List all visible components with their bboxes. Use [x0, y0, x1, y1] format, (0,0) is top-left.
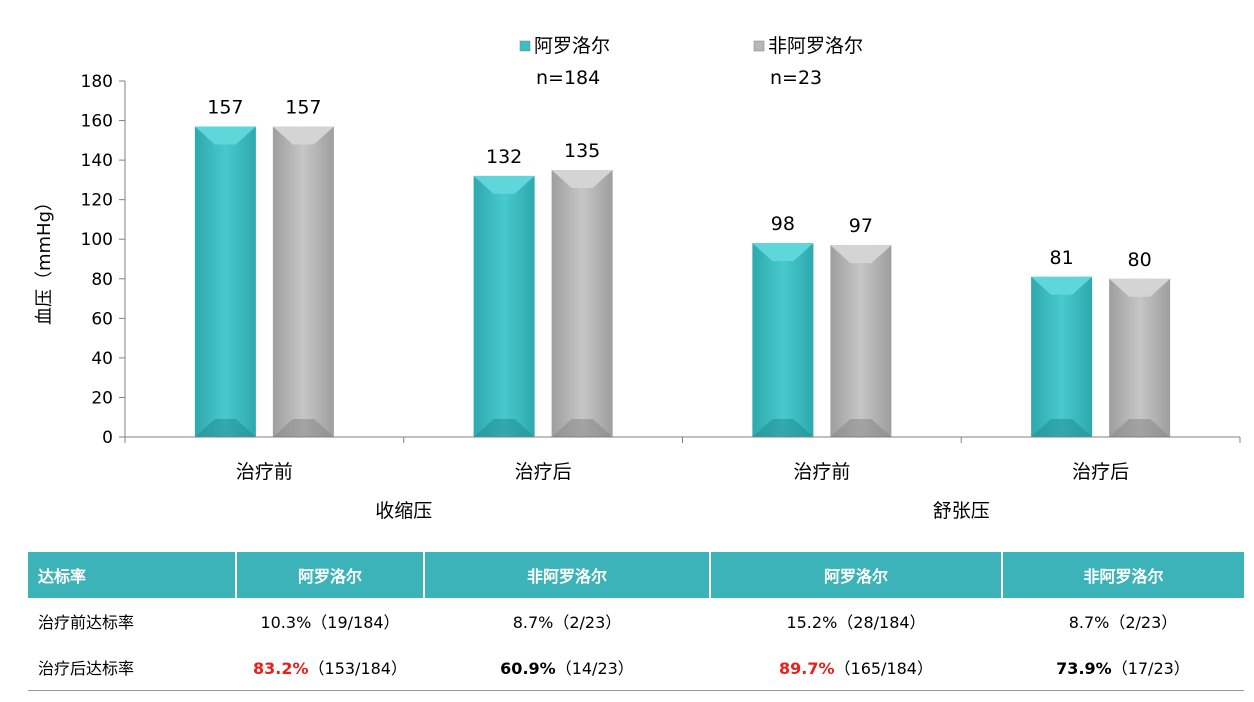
table-header-cell: 非阿罗洛尔: [423, 552, 710, 598]
bar-bottom-bevel: [194, 419, 256, 437]
cell-value: （153/184）: [308, 659, 407, 678]
data-label: 157: [207, 96, 243, 118]
bar-body: [830, 245, 892, 437]
bar-top-bevel: [1109, 278, 1171, 297]
y-tick-label: 20: [91, 388, 113, 408]
bar-body: [194, 126, 256, 437]
bar-body: [752, 243, 814, 437]
x-group-label: 舒张压: [933, 500, 990, 522]
bar: [1031, 276, 1093, 437]
y-tick-label: 100: [81, 230, 113, 250]
bar: [473, 175, 535, 437]
legend-swatch: [519, 40, 531, 52]
bar-top-bevel: [194, 126, 256, 145]
x-category-label: 治疗前: [236, 461, 293, 483]
bar-bottom-bevel: [473, 419, 535, 437]
bar-body: [272, 126, 334, 437]
cell-value: （14/23）: [555, 659, 634, 678]
data-label: 135: [564, 140, 600, 162]
data-label: 81: [1050, 247, 1074, 269]
table-cell: 15.2%（28/184）: [710, 598, 1002, 644]
legend: 阿罗洛尔 n=184 非阿罗洛尔 n=23: [519, 35, 863, 89]
data-label: 97: [849, 215, 873, 237]
bar-body: [473, 175, 535, 437]
y-tick-label: 120: [81, 191, 113, 211]
bar: [752, 243, 814, 437]
bar-top-bevel: [752, 243, 814, 262]
bar-bottom-bevel: [1031, 419, 1093, 437]
legend-label: 非阿罗洛尔: [768, 35, 863, 57]
bar-bottom-bevel: [830, 419, 892, 437]
cell-value: 8.7%（2/23）: [512, 613, 622, 632]
cell-value: 8.7%（2/23）: [1068, 613, 1178, 632]
bar-bottom-bevel: [272, 419, 334, 437]
table-header-row: 达标率 阿罗洛尔 非阿罗洛尔 阿罗洛尔 非阿罗洛尔: [28, 552, 1244, 598]
bar-top-bevel: [1031, 276, 1093, 295]
highlight-percent: 89.7%: [779, 659, 835, 678]
y-tick-label: 60: [91, 309, 113, 329]
y-axis: 0 20 40 60 80 100 120 140 160 180 血压（mmHg）: [34, 72, 126, 448]
bar-body: [1031, 276, 1093, 437]
bar-chart: 0 20 40 60 80 100 120 140 160 180 血压（mmHg） 157 132 9…: [34, 35, 1241, 522]
y-tick-label: 140: [81, 151, 113, 171]
bar-top-bevel: [551, 170, 613, 188]
legend-sublabel: n=184: [536, 67, 600, 89]
bar: [551, 170, 613, 437]
cell-value: （17/23）: [1111, 659, 1190, 678]
highlight-percent: 83.2%: [253, 659, 309, 678]
data-label: 157: [285, 96, 321, 118]
highlight-percent: 73.9%: [1056, 659, 1112, 678]
bar-bottom-bevel: [551, 419, 613, 437]
table-row: 治疗前达标率 10.3%（19/184） 8.7%（2/23） 15.2%（28…: [28, 598, 1244, 644]
cell-value: （165/184）: [834, 659, 933, 678]
y-tick-label: 40: [91, 349, 113, 369]
y-tick-label: 0: [102, 428, 113, 448]
bar: [194, 126, 256, 437]
table-cell: 60.9%（14/23）: [424, 644, 710, 691]
table-cell: 8.7%（2/23）: [424, 598, 710, 644]
table-cell: 10.3%（19/184）: [236, 598, 424, 644]
table-cell: 89.7%（165/184）: [710, 644, 1002, 691]
table-header-cell: 达标率: [28, 552, 236, 598]
table-cell: 83.2%（153/184）: [236, 644, 424, 691]
bar: [272, 126, 334, 437]
row-label: 治疗前达标率: [38, 613, 135, 632]
bar-top-bevel: [473, 175, 535, 194]
bar-body: [551, 170, 613, 437]
y-axis-title: 血压（mmHg）: [34, 193, 55, 325]
bar-bottom-bevel: [752, 419, 814, 437]
table-row: 治疗后达标率 83.2%（153/184） 60.9%（14/23） 89.7%…: [28, 644, 1244, 691]
row-label: 治疗后达标率: [28, 644, 236, 691]
y-tick-label: 80: [91, 270, 113, 290]
y-tick-label: 160: [81, 112, 113, 132]
highlight-percent: 60.9%: [500, 659, 556, 678]
bar-bottom-bevel: [1109, 419, 1171, 437]
y-tick-label: 180: [81, 72, 113, 92]
bar-top-bevel: [272, 126, 334, 145]
data-label: 80: [1128, 249, 1152, 271]
table-cell: 8.7%（2/23）: [1002, 598, 1244, 644]
rate-table: 达标率 阿罗洛尔 非阿罗洛尔 阿罗洛尔 非阿罗洛尔 治疗前达标率 10.3%（1…: [28, 552, 1244, 691]
cell-value: 15.2%（28/184）: [786, 613, 926, 632]
cell-value: 10.3%（19/184）: [260, 613, 400, 632]
bar: [830, 245, 892, 437]
bar-body: [1109, 278, 1171, 437]
table-header-cell: 阿罗洛尔: [709, 552, 1002, 598]
x-category-label: 治疗前: [793, 461, 850, 483]
legend-swatch: [753, 40, 765, 52]
legend-sublabel: n=23: [770, 67, 822, 89]
data-label: 132: [486, 146, 522, 168]
table-cell: 73.9%（17/23）: [1002, 644, 1244, 691]
x-category-label: 治疗后: [1072, 461, 1129, 483]
bar-top-bevel: [830, 245, 892, 264]
legend-label: 阿罗洛尔: [534, 35, 610, 57]
x-group-label: 收缩压: [375, 500, 432, 522]
data-label: 98: [771, 213, 795, 235]
table-header-cell: 非阿罗洛尔: [1001, 552, 1244, 598]
x-category-label: 治疗后: [515, 461, 572, 483]
table-header-cell: 阿罗洛尔: [235, 552, 424, 598]
bar: [1109, 278, 1171, 437]
bars: 157 132 98 81 157 135 97 80: [194, 96, 1171, 437]
